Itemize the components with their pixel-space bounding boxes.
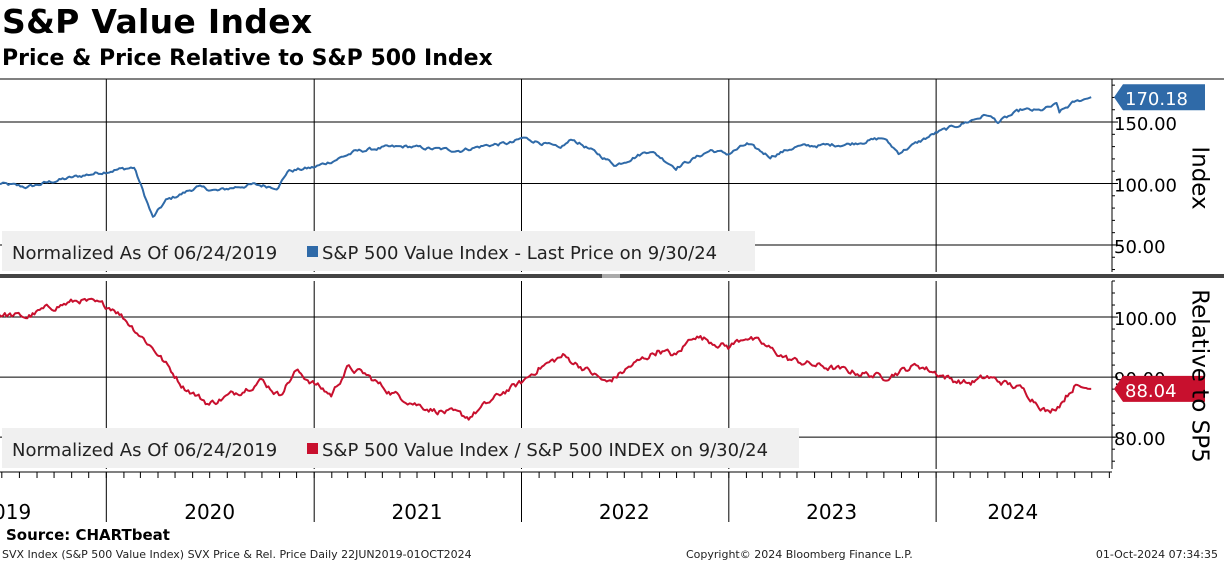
series-line bbox=[0, 96, 1092, 218]
y-tick-label: 50.00 bbox=[1114, 237, 1166, 258]
y-axis-title: Index bbox=[1187, 146, 1213, 209]
chart-subtitle: Price & Price Relative to S&P 500 Index bbox=[2, 46, 493, 71]
legend-label: S&P 500 Value Index / S&P 500 INDEX on 9… bbox=[322, 440, 768, 461]
series-line bbox=[0, 297, 1092, 421]
last-value-label: 170.18 bbox=[1125, 89, 1188, 110]
divider-handle bbox=[602, 274, 620, 278]
x-tick-label: 2020 bbox=[184, 500, 235, 524]
y-tick-label: 80.00 bbox=[1114, 429, 1166, 450]
x-tick-label: 2019 bbox=[0, 500, 31, 524]
x-tick-label: 2021 bbox=[392, 500, 443, 524]
x-tick-label: 2023 bbox=[806, 500, 857, 524]
footer-timestamp: 01-Oct-2024 07:34:35 bbox=[1095, 548, 1218, 561]
x-tick-label: 2022 bbox=[599, 500, 650, 524]
source-note: Source: CHARTbeat bbox=[6, 526, 170, 544]
y-tick-label: 100.00 bbox=[1114, 309, 1177, 330]
legend-swatch bbox=[307, 443, 318, 454]
last-value-tag bbox=[1114, 84, 1205, 111]
legend-box bbox=[2, 231, 755, 271]
y-tick-label: 150.00 bbox=[1114, 114, 1177, 135]
legend-box bbox=[2, 428, 799, 468]
legend-prefix: Normalized As Of 06/24/2019 bbox=[12, 243, 277, 264]
legend-label: S&P 500 Value Index - Last Price on 9/30… bbox=[322, 243, 717, 264]
x-tick-label: 2024 bbox=[987, 500, 1038, 524]
y-tick-label: 100.00 bbox=[1114, 175, 1177, 196]
footer-copyright: Copyright© 2024 Bloomberg Finance L.P. bbox=[686, 548, 913, 561]
chart-title: S&P Value Index bbox=[2, 2, 313, 41]
legend-prefix: Normalized As Of 06/24/2019 bbox=[12, 440, 277, 461]
footer-description: SVX Index (S&P 500 Value Index) SVX Pric… bbox=[2, 548, 472, 561]
legend-swatch bbox=[307, 246, 318, 257]
last-value-tag bbox=[1114, 375, 1205, 402]
last-value-label: 88.04 bbox=[1125, 381, 1177, 402]
y-axis-title: Relative to SP5 bbox=[1187, 289, 1213, 463]
